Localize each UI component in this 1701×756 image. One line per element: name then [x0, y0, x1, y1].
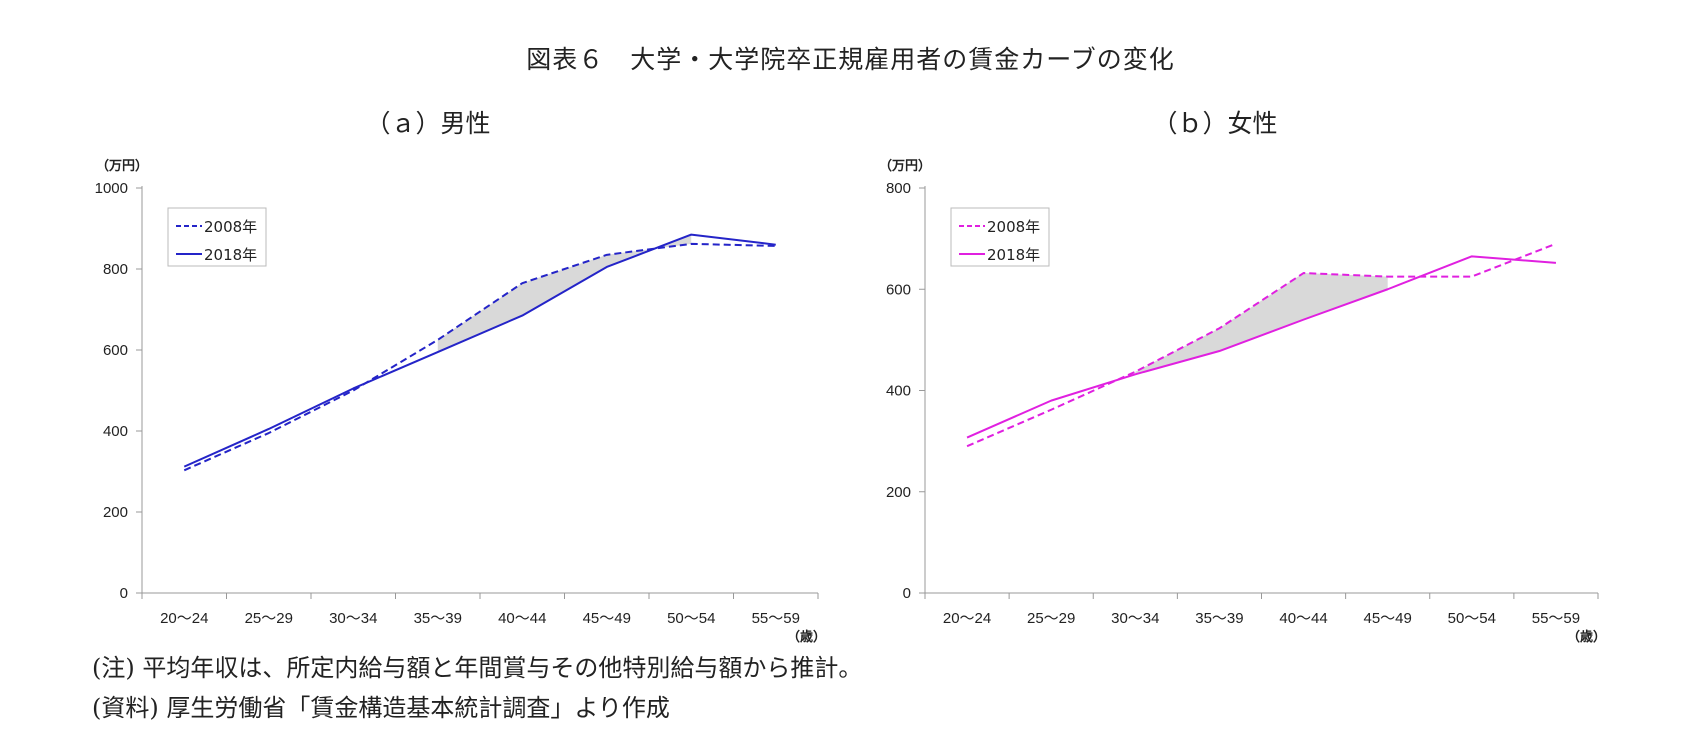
- male-series-2008-line: [183, 242, 776, 472]
- female-y-tick-label: 800: [886, 180, 911, 197]
- female-x-tick-label: 40～44: [1279, 610, 1327, 627]
- female-y-tick-label: 400: [886, 383, 911, 400]
- female-x-tick-label: 25～29: [1027, 610, 1075, 627]
- source-text: (資料) 厚生労働省「賃金構造基本統計調査」より作成: [92, 694, 670, 722]
- female-x-tick-label: 20～24: [943, 610, 991, 627]
- figure-title: 図表６ 大学・大学院卒正規雇用者の賃金カーブの変化: [526, 45, 1175, 74]
- female-series-2008-line: [966, 242, 1557, 448]
- male-legend-box: [167, 207, 267, 267]
- male-x-tick-label: 35～39: [414, 610, 462, 627]
- female-shaded-gap: [1135, 273, 1388, 375]
- male-legend-label: 2018年: [204, 246, 257, 264]
- male-y-unit-label: （万円）: [96, 158, 148, 174]
- male-y-tick-label: 200: [103, 504, 128, 521]
- female-x-tick-label: 30～34: [1111, 610, 1159, 627]
- male-x-tick-label: 40～44: [498, 610, 546, 627]
- male-chart: 0 200 400 600 800 1000 20～24 25～29 30～34 35～39 40～…: [95, 158, 826, 645]
- female-legend-label: 2008年: [987, 218, 1040, 236]
- female-y-unit-label: （万円）: [879, 158, 931, 174]
- female-legend-label: 2018年: [987, 246, 1040, 264]
- female-x-tick-label: 50～54: [1448, 610, 1496, 627]
- female-x-tick-label: 35～39: [1195, 610, 1243, 627]
- male-legend-label: 2008年: [204, 218, 257, 236]
- male-x-tick-label: 50～54: [667, 610, 715, 627]
- male-shaded-gap: [437, 234, 692, 353]
- male-x-tick-label: 30～34: [329, 610, 377, 627]
- note-text: (注) 平均年収は、所定内給与額と年間賞与その他特別給与額から推計。: [92, 654, 863, 682]
- male-y-tick-label: 600: [103, 342, 128, 359]
- male-x-unit-label: （歳）: [787, 629, 826, 645]
- female-series-2018-line: [966, 255, 1557, 439]
- female-legend-box: [950, 207, 1050, 267]
- male-x-tick-label: 25～29: [245, 610, 293, 627]
- male-y-tick-label: 1000: [95, 180, 128, 197]
- male-y-tick-label: 800: [103, 261, 128, 278]
- female-y-tick-label: 0: [903, 585, 911, 602]
- female-y-tick-label: 200: [886, 484, 911, 501]
- male-x-tick-label: 45～49: [583, 610, 631, 627]
- male-y-tick-label: 0: [120, 585, 128, 602]
- female-chart: 0 200 400 600 800 20～24 25～29 30～34 35～39 40～44 45…: [879, 158, 1606, 645]
- female-y-tick-label: 600: [886, 281, 911, 298]
- male-x-tick-label: 55～59: [752, 610, 800, 627]
- female-x-unit-label: （歳）: [1567, 629, 1606, 645]
- panel-a-title: （ａ）男性: [365, 109, 491, 138]
- female-x-tick-label: 45～49: [1364, 610, 1412, 627]
- male-x-tick-label: 20～24: [160, 610, 208, 627]
- male-y-tick-label: 400: [103, 423, 128, 440]
- male-series-2018-line: [183, 233, 776, 468]
- female-x-tick-label: 55～59: [1532, 610, 1580, 627]
- panel-b-title: （ｂ）女性: [1152, 109, 1278, 138]
